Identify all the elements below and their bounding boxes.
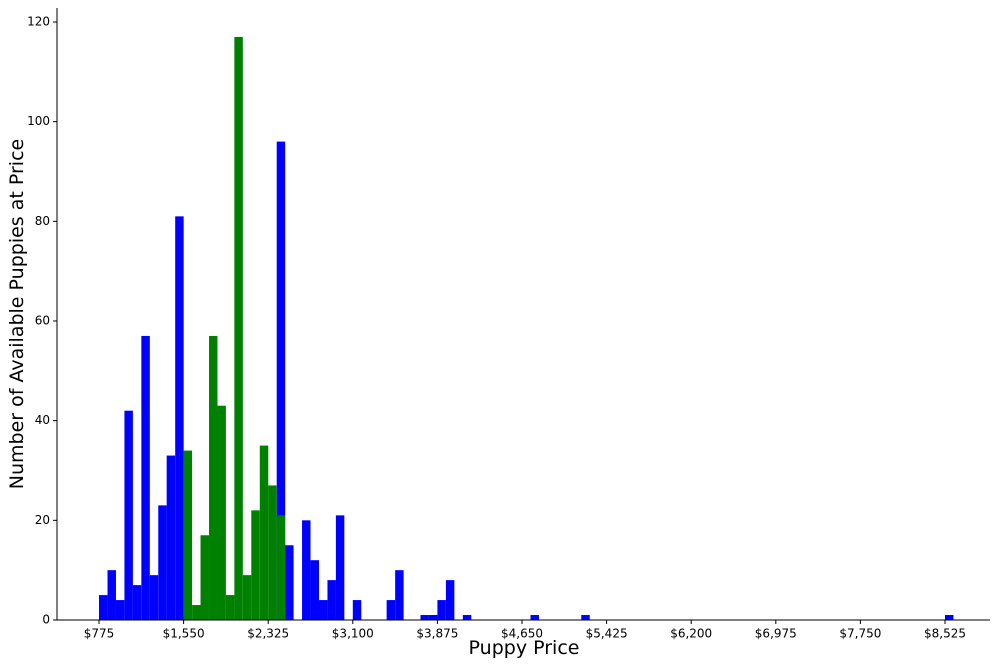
bar-blue (327, 580, 336, 620)
x-tick-label: $7,750 (839, 627, 881, 641)
y-tick-label: 100 (27, 114, 50, 128)
y-tick-label: 60 (35, 314, 50, 328)
x-axis-title: Puppy Price (469, 637, 580, 659)
bar-blue (581, 615, 590, 620)
x-tick-label: $6,200 (670, 627, 712, 641)
bar-green (209, 335, 218, 620)
x-tick-label: $4,650 (501, 627, 543, 641)
bar-blue (530, 615, 539, 620)
bar-blue (445, 580, 455, 620)
x-tick-label: $1,550 (163, 627, 205, 641)
bar-blue (335, 515, 345, 620)
x-tick-label: $3,875 (416, 627, 458, 641)
bar-blue (386, 600, 396, 620)
bar-blue (99, 595, 108, 620)
x-tick-label: $6,975 (755, 627, 797, 641)
bar-blue (310, 560, 320, 620)
bar-green (259, 445, 269, 620)
y-tick-label: 40 (35, 413, 50, 427)
bar-blue (124, 410, 133, 620)
bar-blue (945, 615, 954, 620)
bar-blue (395, 570, 404, 620)
bar-blue (158, 505, 167, 620)
y-axis-title: Number of Available Puppies at Price (6, 139, 28, 489)
bar-blue (437, 600, 446, 620)
bar-blue (132, 585, 142, 620)
x-tick-label: $8,525 (924, 627, 966, 641)
x-tick-label: $5,425 (586, 627, 628, 641)
bar-green (192, 605, 201, 620)
x-tick-label: $775 (84, 627, 115, 641)
bar-blue (420, 615, 429, 620)
bar-green (183, 450, 193, 620)
bar-green (217, 405, 226, 620)
x-tick-label: $3,100 (332, 627, 374, 641)
y-tick-label: 0 (42, 613, 50, 627)
x-tick-label: $2,325 (247, 627, 289, 641)
bar-blue (302, 520, 311, 620)
bars-layer (99, 36, 954, 620)
bar-blue (276, 141, 286, 620)
bar-blue (141, 335, 150, 620)
bar-green (268, 485, 277, 620)
y-ticks-layer: 0 20 40 60 80 100 120 (27, 15, 57, 627)
bar-blue (428, 615, 438, 620)
bar-green (225, 595, 235, 620)
bar-green (242, 575, 252, 620)
bar-green (276, 515, 286, 620)
bar-blue (107, 570, 116, 620)
bar-blue (149, 575, 159, 620)
bar-green (234, 36, 243, 620)
bar-blue (318, 600, 328, 620)
bar-blue (175, 216, 184, 620)
bar-blue (166, 455, 176, 620)
bar-blue (462, 615, 472, 620)
y-tick-label: 20 (35, 513, 50, 527)
y-tick-label: 80 (35, 214, 50, 228)
bar-blue (285, 545, 294, 620)
bar-green (200, 535, 209, 620)
bar-blue (352, 600, 362, 620)
bar-green (251, 510, 260, 620)
y-tick-label: 120 (27, 15, 50, 29)
x-ticks-layer: $775 $1,550 $2,325 $3,100 $3,875 $4,650 $5,425… (84, 620, 966, 641)
bar-blue (115, 600, 125, 620)
